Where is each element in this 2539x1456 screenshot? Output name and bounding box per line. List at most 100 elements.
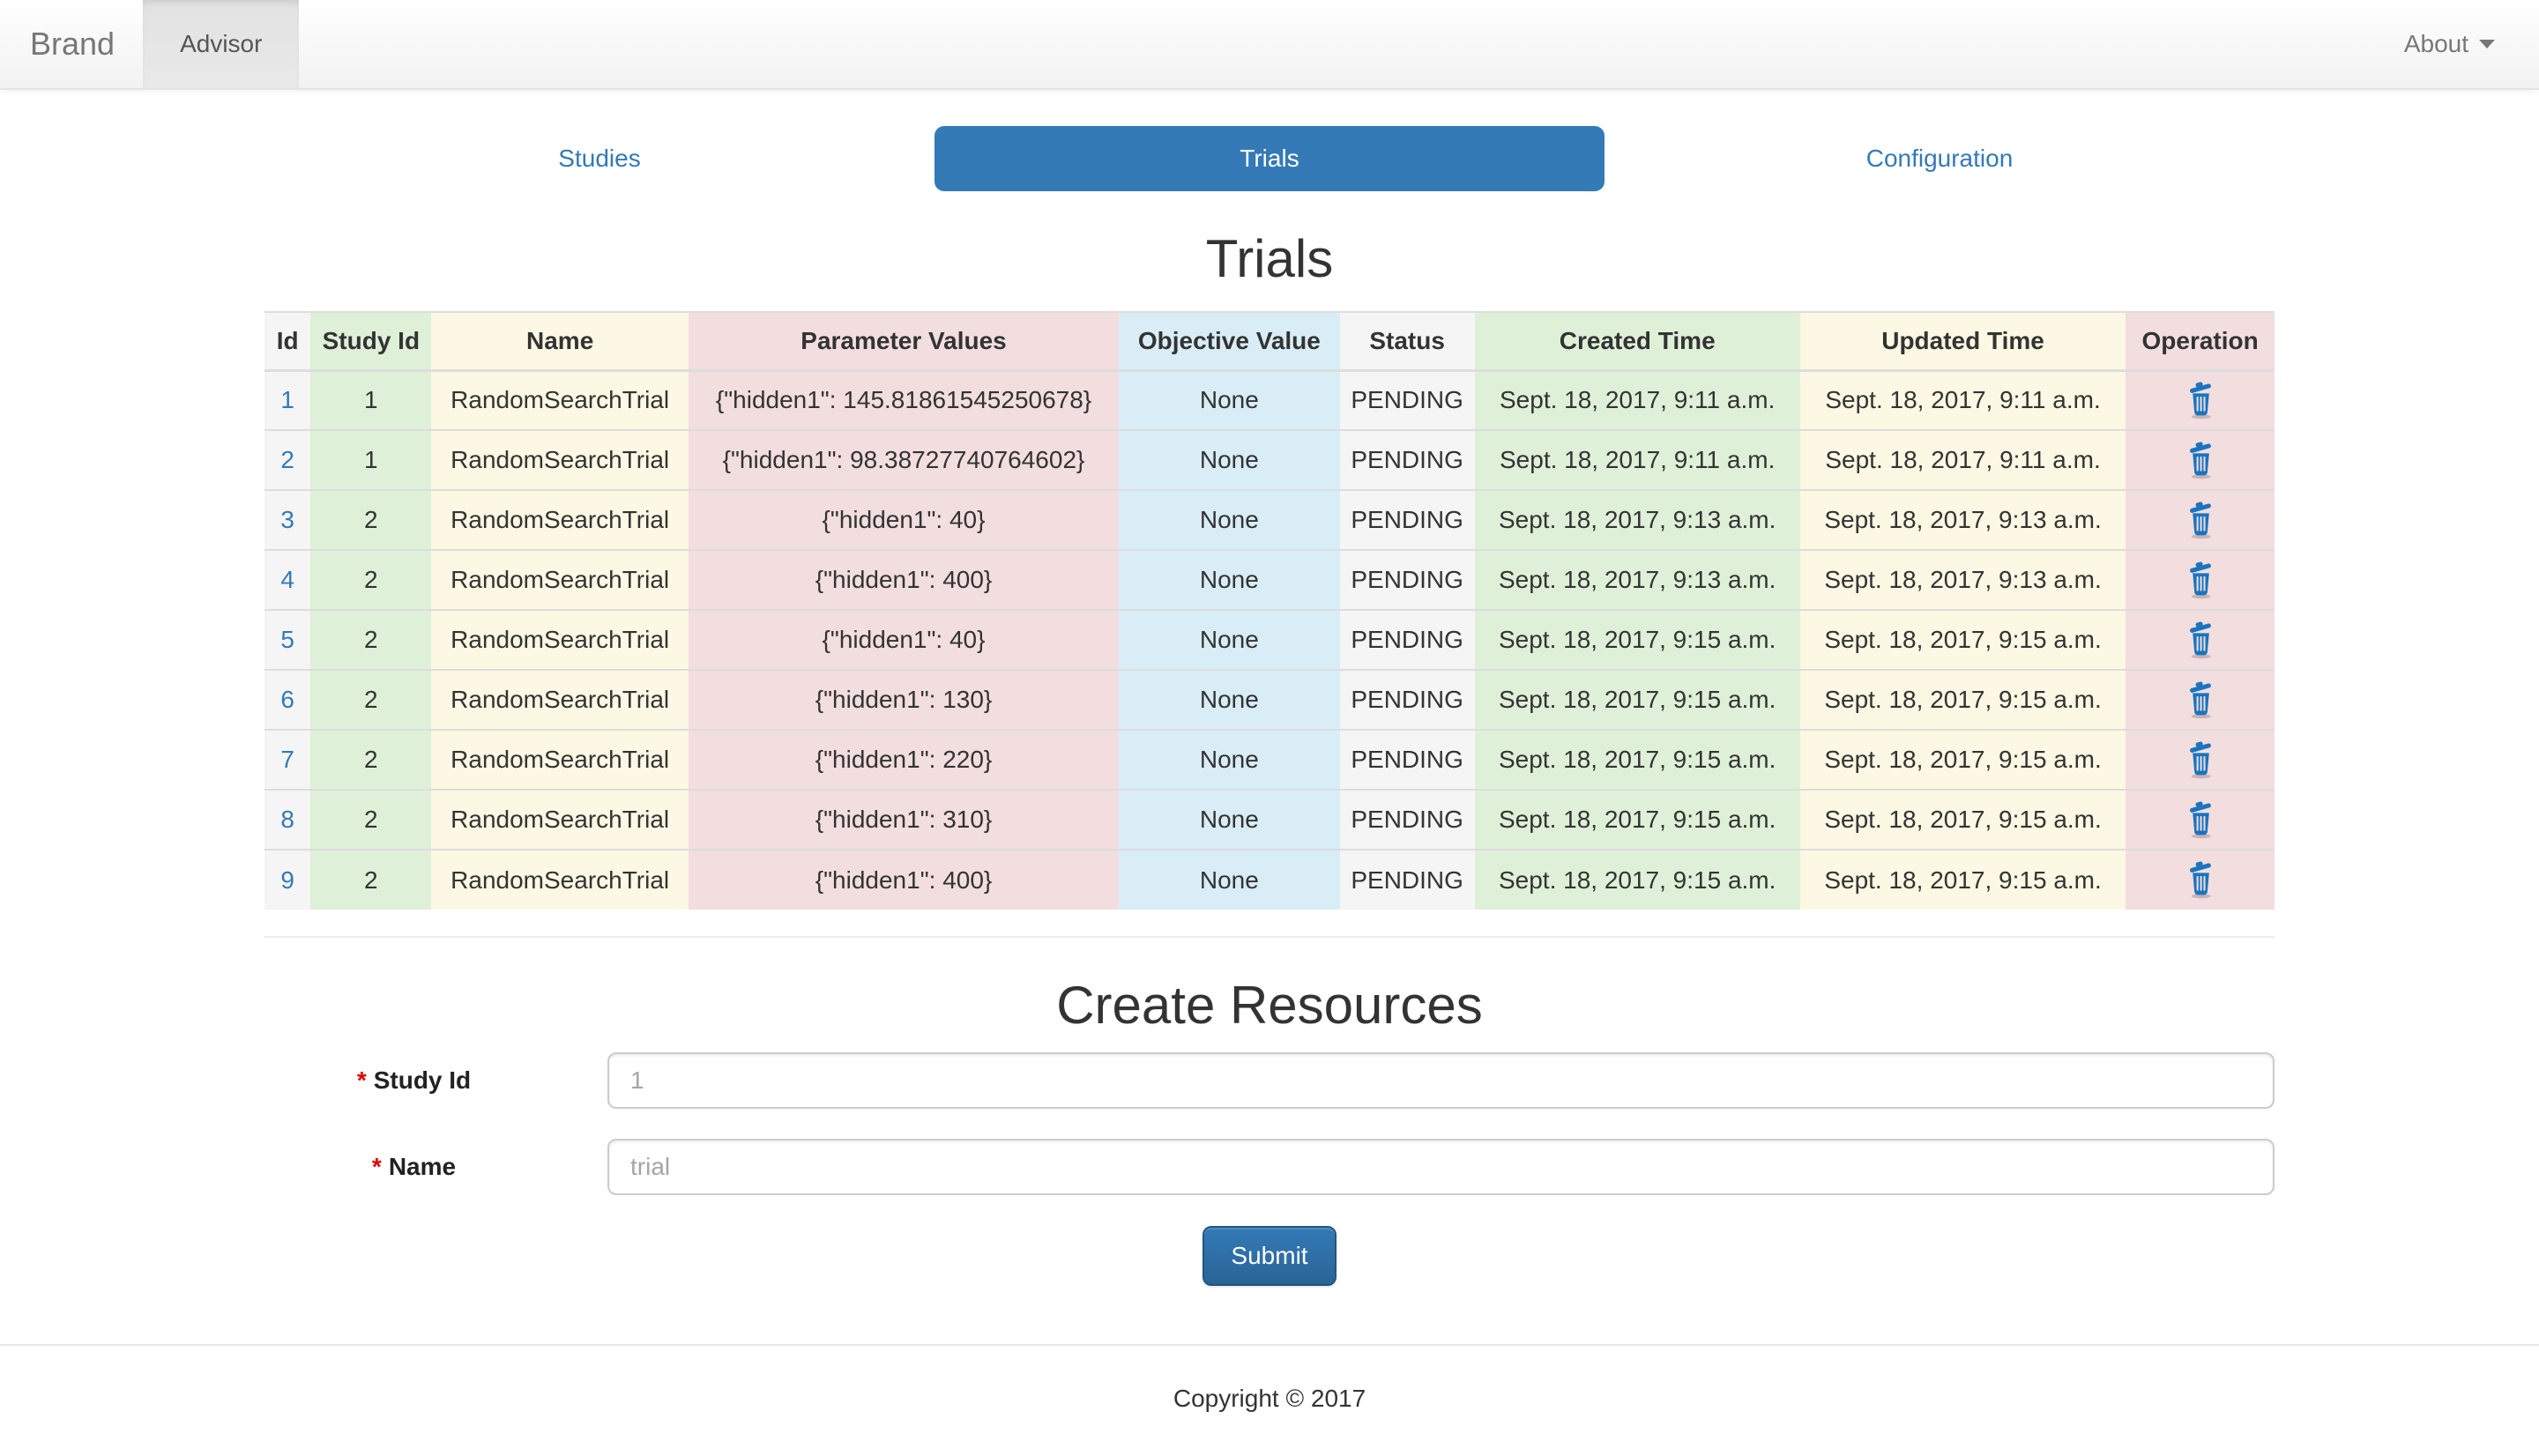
table-row: 7 2 RandomSearchTrial {"hidden1": 220} N… [264, 729, 2275, 790]
study-id-field[interactable] [607, 1052, 2275, 1109]
delete-trial-button[interactable] [2178, 375, 2223, 423]
cell-study-id: 2 [310, 549, 432, 610]
trash-icon [2189, 561, 2211, 598]
cell-status: PENDING [1339, 370, 1475, 430]
cell-updated-time: Sept. 18, 2017, 9:11 a.m. [1799, 370, 2126, 430]
page-title: Trials [1205, 229, 1334, 288]
trials-table-body: 1 1 RandomSearchTrial {"hidden1": 145.81… [264, 370, 2275, 910]
trash-icon [2189, 620, 2211, 658]
trial-id-link[interactable]: 5 [280, 626, 294, 653]
cell-created-time: Sept. 18, 2017, 9:15 a.m. [1474, 849, 1800, 910]
cell-updated-time: Sept. 18, 2017, 9:15 a.m. [1799, 609, 2126, 670]
cell-name: RandomSearchTrial [431, 729, 689, 790]
navbar-item-advisor[interactable]: Advisor [143, 0, 300, 88]
cell-id: 5 [264, 609, 311, 670]
cell-study-id: 2 [310, 609, 432, 670]
cell-parameter-values: {"hidden1": 220} [689, 729, 1119, 790]
cell-created-time: Sept. 18, 2017, 9:15 a.m. [1474, 669, 1800, 730]
trial-id-link[interactable]: 7 [280, 746, 294, 773]
cell-created-time: Sept. 18, 2017, 9:11 a.m. [1474, 429, 1800, 490]
column-header-study-id: Study Id [310, 311, 432, 372]
cell-operation [2126, 789, 2275, 850]
cell-operation [2126, 669, 2275, 730]
cell-operation [2126, 609, 2275, 670]
cell-name: RandomSearchTrial [431, 609, 689, 670]
trial-id-link[interactable]: 3 [280, 506, 294, 533]
name-label: * Name [371, 1153, 457, 1180]
create-resources-title: Create Resources [1056, 976, 1483, 1035]
cell-updated-time: Sept. 18, 2017, 9:15 a.m. [1799, 729, 2126, 790]
cell-created-time: Sept. 18, 2017, 9:15 a.m. [1474, 609, 1800, 670]
table-row: 2 1 RandomSearchTrial {"hidden1": 98.387… [264, 429, 2275, 490]
cell-operation [2126, 729, 2275, 790]
cell-id: 8 [264, 789, 311, 850]
navbar: Brand Advisor About [0, 0, 2539, 90]
cell-parameter-values: {"hidden1": 310} [689, 789, 1119, 850]
cell-created-time: Sept. 18, 2017, 9:15 a.m. [1474, 789, 1800, 850]
cell-id: 9 [264, 849, 311, 910]
tab-trials[interactable]: Trials [934, 126, 1605, 191]
trial-id-link[interactable]: 8 [280, 806, 294, 833]
table-row: 8 2 RandomSearchTrial {"hidden1": 310} N… [264, 789, 2275, 850]
cell-id: 3 [264, 489, 311, 550]
caret-down-icon [2479, 40, 2495, 48]
name-field[interactable] [607, 1139, 2275, 1195]
trial-id-link[interactable]: 6 [280, 686, 294, 713]
column-header-updated-time: Updated Time [1799, 311, 2126, 372]
trial-id-link[interactable]: 2 [280, 446, 294, 473]
cell-parameter-values: {"hidden1": 400} [689, 849, 1119, 910]
cell-parameter-values: {"hidden1": 40} [689, 489, 1119, 550]
cell-created-time: Sept. 18, 2017, 9:15 a.m. [1474, 729, 1800, 790]
study-id-label: * Study Id [356, 1066, 472, 1094]
column-header-parameter-values: Parameter Values [689, 311, 1119, 372]
delete-trial-button[interactable] [2178, 435, 2223, 483]
cell-objective-value: None [1118, 609, 1340, 670]
cell-name: RandomSearchTrial [431, 849, 689, 910]
delete-trial-button[interactable] [2178, 615, 2223, 663]
cell-status: PENDING [1339, 489, 1475, 550]
cell-updated-time: Sept. 18, 2017, 9:15 a.m. [1799, 669, 2126, 730]
cell-objective-value: None [1118, 370, 1340, 430]
delete-trial-button[interactable] [2178, 555, 2223, 603]
cell-study-id: 2 [310, 669, 432, 730]
cell-status: PENDING [1339, 789, 1475, 850]
trial-id-link[interactable]: 4 [280, 566, 294, 593]
cell-status: PENDING [1339, 849, 1475, 910]
cell-operation [2126, 549, 2275, 610]
delete-trial-button[interactable] [2178, 675, 2223, 723]
cell-name: RandomSearchTrial [431, 789, 689, 850]
cell-id: 2 [264, 429, 311, 490]
trial-id-link[interactable]: 9 [280, 865, 294, 894]
column-header-created-time: Created Time [1474, 311, 1800, 372]
cell-parameter-values: {"hidden1": 130} [689, 669, 1119, 730]
cell-operation [2126, 489, 2275, 550]
table-bottom-divider [264, 936, 2275, 938]
column-header-id: Id [264, 311, 311, 372]
tab-studies[interactable]: Studies [558, 145, 641, 172]
brand-link[interactable]: Brand [30, 26, 115, 62]
trial-id-link[interactable]: 1 [280, 386, 294, 414]
cell-objective-value: None [1118, 789, 1340, 850]
tab-configuration[interactable]: Configuration [1865, 145, 2014, 172]
column-header-operation: Operation [2126, 311, 2275, 372]
submit-button[interactable]: Submit [1202, 1226, 1337, 1286]
column-header-name: Name [431, 311, 689, 372]
delete-trial-button[interactable] [2178, 855, 2223, 903]
cell-study-id: 2 [310, 729, 432, 790]
delete-trial-button[interactable] [2178, 795, 2223, 843]
trash-icon [2189, 861, 2211, 899]
cell-operation [2126, 429, 2275, 490]
trials-table-container: Id Study Id Name Parameter Values Object… [264, 311, 2275, 1286]
cell-id: 6 [264, 669, 311, 730]
cell-id: 7 [264, 729, 311, 790]
cell-id: 1 [264, 370, 311, 430]
delete-trial-button[interactable] [2178, 735, 2223, 783]
cell-objective-value: None [1118, 669, 1340, 730]
about-dropdown[interactable]: About [2404, 0, 2539, 88]
copyright-text: Copyright © 2017 [1173, 1385, 1366, 1412]
trials-table-header: Id Study Id Name Parameter Values Object… [264, 311, 2275, 372]
delete-trial-button[interactable] [2178, 495, 2223, 543]
cell-objective-value: None [1118, 429, 1340, 490]
cell-status: PENDING [1339, 669, 1475, 730]
cell-study-id: 1 [310, 370, 432, 430]
